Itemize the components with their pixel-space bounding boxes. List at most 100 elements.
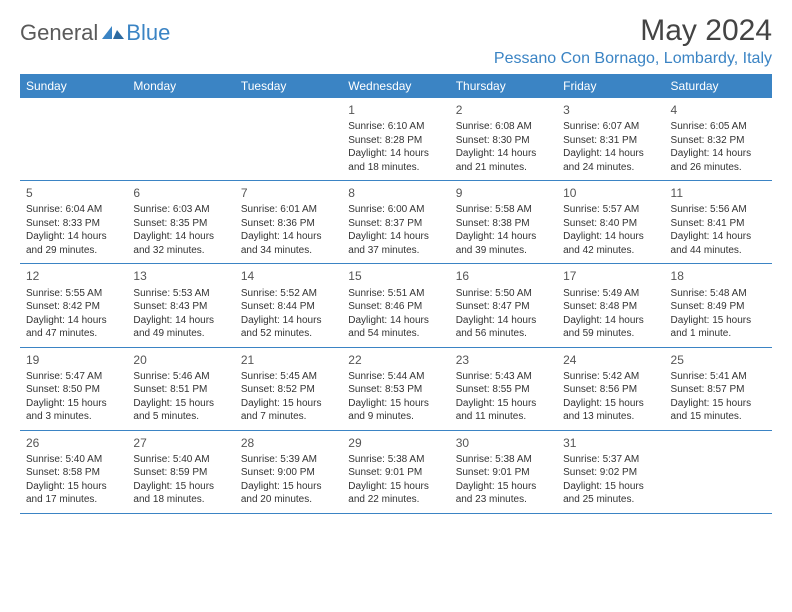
calendar-cell: 5 Sunrise: 6:04 AMSunset: 8:33 PMDaylight… xyxy=(20,181,127,263)
day-number: 19 xyxy=(26,352,121,368)
calendar-cell: 19Sunrise: 5:47 AMSunset: 8:50 PMDayligh… xyxy=(20,348,127,430)
calendar-cell xyxy=(127,98,234,180)
daylight-text: Daylight: 15 hours xyxy=(456,480,551,494)
daylight-text: and 44 minutes. xyxy=(671,244,766,258)
sunset-text: Sunset: 8:36 PM xyxy=(241,217,336,231)
daylight-text: Daylight: 15 hours xyxy=(26,480,121,494)
daylight-text: and 37 minutes. xyxy=(348,244,443,258)
daylight-text: and 42 minutes. xyxy=(563,244,658,258)
sunrise-text: Sunrise: 6:04 AM xyxy=(26,203,121,217)
day-header-sat: Saturday xyxy=(665,74,772,98)
calendar-cell: 10Sunrise: 5:57 AMSunset: 8:40 PMDayligh… xyxy=(557,181,664,263)
daylight-text: Daylight: 15 hours xyxy=(563,480,658,494)
day-number: 16 xyxy=(456,268,551,284)
daylight-text: and 18 minutes. xyxy=(133,493,228,507)
calendar-cell: 22Sunrise: 5:44 AMSunset: 8:53 PMDayligh… xyxy=(342,348,449,430)
calendar-cell: 30Sunrise: 5:38 AMSunset: 9:01 PMDayligh… xyxy=(450,431,557,513)
sunrise-text: Sunrise: 5:57 AM xyxy=(563,203,658,217)
location-text: Pessano Con Bornago, Lombardy, Italy xyxy=(494,50,772,68)
daylight-text: and 52 minutes. xyxy=(241,327,336,341)
day-number: 5 xyxy=(26,185,121,201)
sunrise-text: Sunrise: 5:55 AM xyxy=(26,287,121,301)
day-number: 2 xyxy=(456,102,551,118)
sunrise-text: Sunrise: 5:40 AM xyxy=(133,453,228,467)
daylight-text: and 56 minutes. xyxy=(456,327,551,341)
week-row: 12Sunrise: 5:55 AMSunset: 8:42 PMDayligh… xyxy=(20,264,772,347)
sunrise-text: Sunrise: 5:38 AM xyxy=(348,453,443,467)
daylight-text: Daylight: 15 hours xyxy=(671,314,766,328)
week-row: 26Sunrise: 5:40 AMSunset: 8:58 PMDayligh… xyxy=(20,431,772,514)
daylight-text: and 18 minutes. xyxy=(348,161,443,175)
calendar-cell: 7Sunrise: 6:01 AMSunset: 8:36 PMDaylight… xyxy=(235,181,342,263)
day-number: 21 xyxy=(241,352,336,368)
daylight-text: Daylight: 14 hours xyxy=(563,314,658,328)
daylight-text: Daylight: 14 hours xyxy=(133,314,228,328)
day-number: 1 xyxy=(348,102,443,118)
sunrise-text: Sunrise: 5:52 AM xyxy=(241,287,336,301)
day-header-row: Sunday Monday Tuesday Wednesday Thursday… xyxy=(20,74,772,98)
day-number: 26 xyxy=(26,435,121,451)
daylight-text: Daylight: 14 hours xyxy=(26,314,121,328)
daylight-text: Daylight: 14 hours xyxy=(133,230,228,244)
sunset-text: Sunset: 8:56 PM xyxy=(563,383,658,397)
daylight-text: and 32 minutes. xyxy=(133,244,228,258)
flag-icon xyxy=(102,22,124,45)
calendar-cell xyxy=(665,431,772,513)
sunrise-text: Sunrise: 5:39 AM xyxy=(241,453,336,467)
sunset-text: Sunset: 9:01 PM xyxy=(456,466,551,480)
day-header-fri: Friday xyxy=(557,74,664,98)
sunrise-text: Sunrise: 5:49 AM xyxy=(563,287,658,301)
calendar-cell: 15Sunrise: 5:51 AMSunset: 8:46 PMDayligh… xyxy=(342,264,449,346)
day-number: 20 xyxy=(133,352,228,368)
daylight-text: Daylight: 14 hours xyxy=(26,230,121,244)
sunset-text: Sunset: 8:41 PM xyxy=(671,217,766,231)
daylight-text: Daylight: 14 hours xyxy=(456,230,551,244)
sunset-text: Sunset: 8:30 PM xyxy=(456,134,551,148)
sunrise-text: Sunrise: 6:10 AM xyxy=(348,120,443,134)
calendar-cell: 29Sunrise: 5:38 AMSunset: 9:01 PMDayligh… xyxy=(342,431,449,513)
calendar-cell: 21Sunrise: 5:45 AMSunset: 8:52 PMDayligh… xyxy=(235,348,342,430)
daylight-text: and 59 minutes. xyxy=(563,327,658,341)
daylight-text: and 25 minutes. xyxy=(563,493,658,507)
calendar-cell: 27Sunrise: 5:40 AMSunset: 8:59 PMDayligh… xyxy=(127,431,234,513)
daylight-text: and 20 minutes. xyxy=(241,493,336,507)
calendar-cell: 16Sunrise: 5:50 AMSunset: 8:47 PMDayligh… xyxy=(450,264,557,346)
sunrise-text: Sunrise: 5:42 AM xyxy=(563,370,658,384)
page-title: May 2024 xyxy=(494,14,772,48)
calendar-cell: 13Sunrise: 5:53 AMSunset: 8:43 PMDayligh… xyxy=(127,264,234,346)
sunrise-text: Sunrise: 5:40 AM xyxy=(26,453,121,467)
sunset-text: Sunset: 8:35 PM xyxy=(133,217,228,231)
day-header-tue: Tuesday xyxy=(235,74,342,98)
calendar-cell: 25Sunrise: 5:41 AMSunset: 8:57 PMDayligh… xyxy=(665,348,772,430)
daylight-text: and 24 minutes. xyxy=(563,161,658,175)
daylight-text: and 34 minutes. xyxy=(241,244,336,258)
daylight-text: Daylight: 14 hours xyxy=(348,230,443,244)
week-row: 1Sunrise: 6:10 AMSunset: 8:28 PMDaylight… xyxy=(20,98,772,181)
daylight-text: Daylight: 15 hours xyxy=(26,397,121,411)
sunrise-text: Sunrise: 5:37 AM xyxy=(563,453,658,467)
daylight-text: Daylight: 14 hours xyxy=(563,230,658,244)
calendar-cell: 18Sunrise: 5:48 AMSunset: 8:49 PMDayligh… xyxy=(665,264,772,346)
sunrise-text: Sunrise: 5:51 AM xyxy=(348,287,443,301)
daylight-text: Daylight: 15 hours xyxy=(563,397,658,411)
daylight-text: Daylight: 14 hours xyxy=(348,147,443,161)
day-number: 12 xyxy=(26,268,121,284)
logo-text-general: General xyxy=(20,20,98,46)
day-number: 31 xyxy=(563,435,658,451)
sunset-text: Sunset: 8:33 PM xyxy=(26,217,121,231)
sunrise-text: Sunrise: 5:44 AM xyxy=(348,370,443,384)
day-number: 6 xyxy=(133,185,228,201)
sunset-text: Sunset: 8:55 PM xyxy=(456,383,551,397)
header: General Blue May 2024 Pessano Con Bornag… xyxy=(20,14,772,68)
daylight-text: Daylight: 14 hours xyxy=(348,314,443,328)
day-number: 13 xyxy=(133,268,228,284)
calendar-cell: 24Sunrise: 5:42 AMSunset: 8:56 PMDayligh… xyxy=(557,348,664,430)
calendar-cell: 2Sunrise: 6:08 AMSunset: 8:30 PMDaylight… xyxy=(450,98,557,180)
week-row: 5Sunrise: 6:04 AMSunset: 8:33 PMDaylight… xyxy=(20,181,772,264)
sunset-text: Sunset: 8:58 PM xyxy=(26,466,121,480)
sunrise-text: Sunrise: 6:05 AM xyxy=(671,120,766,134)
calendar-cell: 12Sunrise: 5:55 AMSunset: 8:42 PMDayligh… xyxy=(20,264,127,346)
sunrise-text: Sunrise: 5:53 AM xyxy=(133,287,228,301)
sunrise-text: Sunrise: 6:07 AM xyxy=(563,120,658,134)
daylight-text: Daylight: 15 hours xyxy=(133,397,228,411)
